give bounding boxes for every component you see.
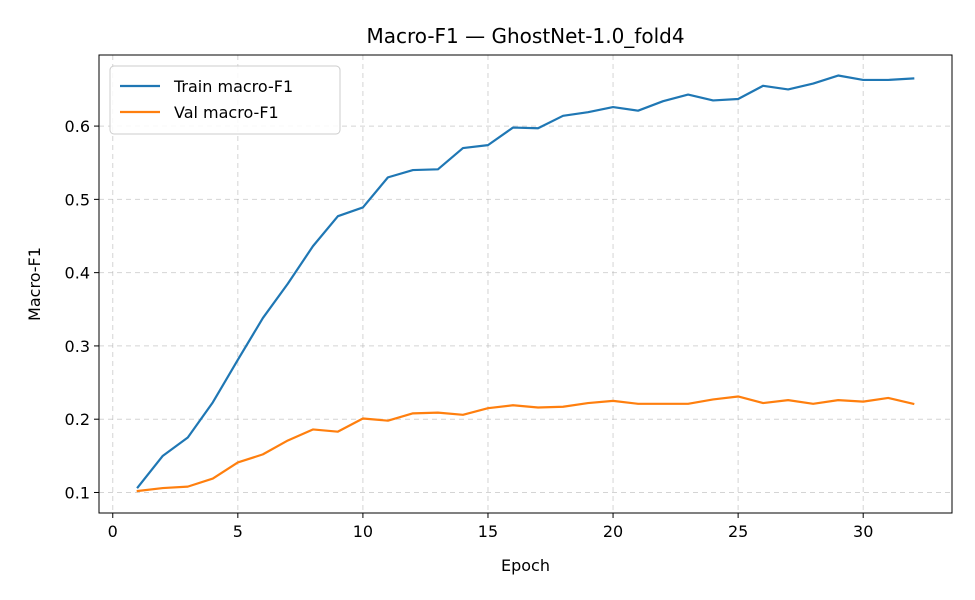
x-tick-label: 15 xyxy=(478,522,498,541)
series-line-val xyxy=(136,395,915,493)
x-tick-label: 25 xyxy=(728,522,748,541)
y-tick-label: 0.5 xyxy=(65,190,90,209)
legend-box xyxy=(109,65,341,135)
x-tick-label: 10 xyxy=(353,522,373,541)
x-tick-label: 30 xyxy=(853,522,873,541)
y-tick-label: 0.2 xyxy=(65,410,90,429)
legend-label: Val macro-F1 xyxy=(174,103,279,122)
x-tick-label: 20 xyxy=(603,522,623,541)
y-tick-label: 0.6 xyxy=(65,117,90,136)
y-tick-label: 0.4 xyxy=(65,264,90,283)
x-tick-label: 5 xyxy=(233,522,243,541)
plot-frame xyxy=(98,54,953,514)
y-axis-title: Macro-F1 xyxy=(25,247,44,321)
x-axis-title: Epoch xyxy=(501,556,550,575)
legend: Train macro-F1 Val macro-F1 xyxy=(109,65,341,135)
series-line-train xyxy=(136,74,915,489)
x-tick-label: 0 xyxy=(108,522,118,541)
series-lines xyxy=(136,74,915,493)
axis-ticks: 0 5 10 15 20 25 30 0.1 0.2 0.3 0.4 0.5 0.6 xyxy=(65,117,874,541)
y-tick-label: 0.1 xyxy=(65,483,90,502)
chart-title: Macro-F1 — GhostNet-1.0_fold4 xyxy=(366,24,684,48)
legend-label: Train macro-F1 xyxy=(173,77,293,96)
y-tick-label: 0.3 xyxy=(65,337,90,356)
